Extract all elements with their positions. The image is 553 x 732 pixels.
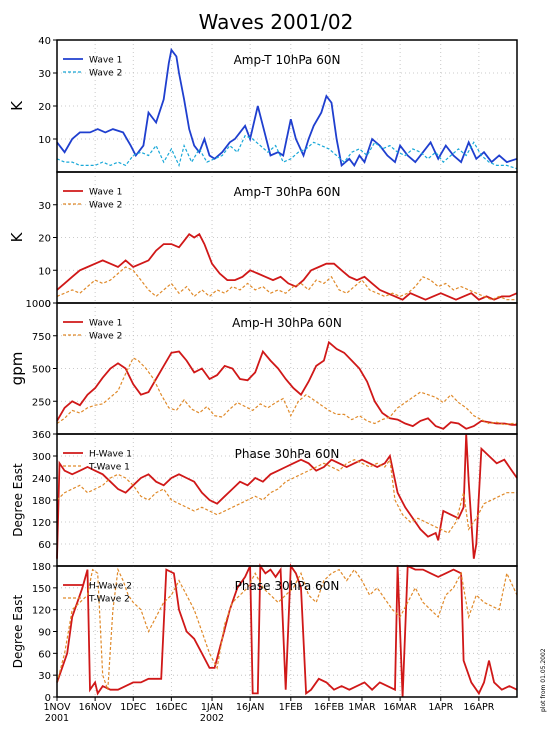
y-tick-label: 30 — [38, 201, 51, 212]
x-tick-label: 1MAR — [348, 702, 376, 713]
chart-panel-2: 0 10 20 30 Amp-T 30hPa 60N K Wave 1 Wave 2 — [8, 171, 518, 310]
series-line-1 — [56, 340, 517, 430]
legend-label: Wave 1 — [89, 319, 122, 329]
y-tick-label: 750 — [32, 332, 51, 343]
x-tick-label: 16FEB — [314, 702, 344, 713]
panel-title: Phase 30hPa 60N — [235, 579, 340, 593]
series-line-2 — [56, 134, 518, 170]
x-tick-label: 1JAN — [201, 702, 223, 713]
page-title: Waves 2001/02 — [199, 10, 354, 34]
y-tick-label: 10 — [38, 266, 51, 277]
y-tick-label: 40 — [38, 36, 51, 47]
y-tick-label: 250 — [32, 397, 51, 408]
x-tick-label: 16DEC — [155, 702, 187, 713]
legend-label: Wave 2 — [89, 201, 122, 211]
y-tick-label: 150 — [32, 584, 51, 595]
series-line-1 — [56, 47, 518, 168]
plot-frame — [56, 565, 518, 698]
y-tick-label: 1000 — [26, 299, 51, 310]
y-tick-label: 120 — [32, 518, 51, 529]
y-tick-label: 240 — [32, 474, 51, 485]
y-tick-label: 20 — [38, 102, 51, 113]
y-tick-label: 500 — [32, 365, 51, 376]
x-tick-label: 16APR — [463, 702, 494, 713]
y-tick-label: 0 — [45, 299, 51, 310]
x-tick-label: 1DEC — [120, 702, 146, 713]
chart-panel-5: 0 30 60 90 120 150 180 Phase 30hPa 60N Degree Ea… — [11, 562, 518, 704]
y-tick-label: 90 — [38, 628, 51, 639]
legend-label: Wave 2 — [89, 332, 122, 342]
y-tick-label: 360 — [32, 430, 51, 441]
legend-label: H-Wave 2 — [89, 582, 132, 592]
x-tick-label: 16MAR — [383, 702, 417, 713]
panel-title: Amp-T 30hPa 60N — [234, 185, 341, 199]
x-tick-label: 1APR — [428, 702, 453, 713]
y-tick-label: 10 — [38, 135, 51, 146]
legend-label: T-Wave 1 — [88, 463, 130, 473]
x-tick-year: 2002 — [200, 713, 224, 724]
y-axis-label: K — [8, 231, 26, 242]
y-tick-label: 180 — [32, 496, 51, 507]
y-tick-label: 120 — [32, 606, 51, 617]
y-tick-label: 60 — [38, 649, 51, 660]
x-tick-label: 16NOV — [79, 702, 113, 713]
x-tick-label: 1NOV — [44, 702, 71, 713]
x-tick-year: 2001 — [45, 713, 69, 724]
panels: 10 20 30 40 Amp-T 10hPa 60N K Wave 1 Wave 2 0 10 2… — [8, 36, 518, 704]
legend-label: T-Wave 2 — [88, 595, 130, 605]
chart-panel-1: 10 20 30 40 Amp-T 10hPa 60N K Wave 1 Wave 2 — [8, 36, 518, 173]
series-line-2 — [56, 567, 518, 690]
y-axis-label: gpm — [8, 352, 26, 386]
series-line-1 — [56, 563, 518, 698]
legend-label: H-Wave 1 — [89, 450, 132, 460]
y-tick-label: 30 — [38, 69, 51, 80]
panel-title: Phase 30hPa 60N — [235, 447, 340, 461]
series-line-2 — [56, 357, 517, 426]
y-tick-label: 0 — [45, 693, 51, 704]
y-tick-label: 180 — [32, 562, 51, 573]
side-note: plot from 01.05.2002 — [540, 648, 547, 712]
legend-label: Wave 2 — [89, 69, 122, 79]
panel-title: Amp-T 10hPa 60N — [234, 53, 341, 67]
y-tick-label: 60 — [38, 540, 51, 551]
chart-panel-3: 250 500 750 1000 Amp-H 30hPa 60N gpm Wave 1 Wav… — [8, 299, 518, 435]
series-line-1 — [56, 232, 518, 301]
panel-title: Amp-H 30hPa 60N — [232, 316, 342, 330]
y-axis-label: Degree East — [11, 463, 25, 537]
series-line-2 — [56, 266, 517, 301]
series-line-2 — [56, 458, 517, 534]
chart-panel-4: 60 120 180 240 300 360 Phase 30hPa 60N Degree E… — [11, 430, 518, 567]
y-axis-label: Degree East — [11, 595, 25, 669]
legend-label: Wave 1 — [89, 56, 122, 66]
y-tick-label: 20 — [38, 234, 51, 245]
series-line-1 — [56, 433, 518, 559]
y-tick-label: 30 — [38, 671, 51, 682]
x-tick-label: 16JAN — [236, 702, 264, 713]
y-tick-label: 300 — [32, 452, 51, 463]
x-tick-label: 1FEB — [279, 702, 303, 713]
y-axis-label: K — [8, 100, 26, 111]
legend-label: Wave 1 — [89, 188, 122, 198]
